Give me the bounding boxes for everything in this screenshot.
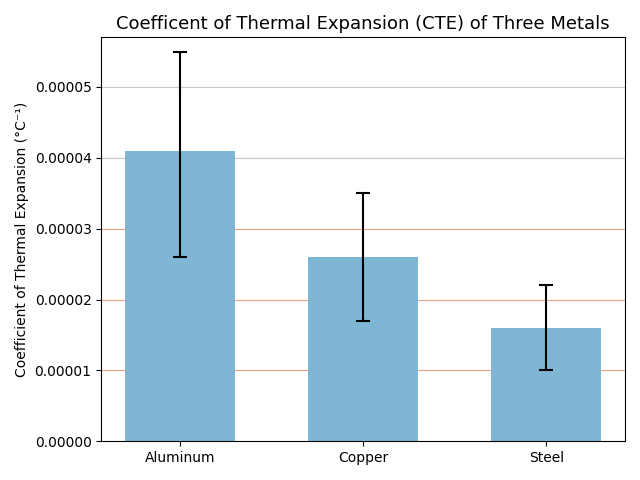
Title: Coefficent of Thermal Expansion (CTE) of Three Metals: Coefficent of Thermal Expansion (CTE) of… [116,15,610,33]
Y-axis label: Coefficient of Thermal Expansion (°C⁻¹): Coefficient of Thermal Expansion (°C⁻¹) [15,102,29,377]
Bar [125,151,235,441]
Bar [308,257,418,441]
Bar [492,328,601,441]
